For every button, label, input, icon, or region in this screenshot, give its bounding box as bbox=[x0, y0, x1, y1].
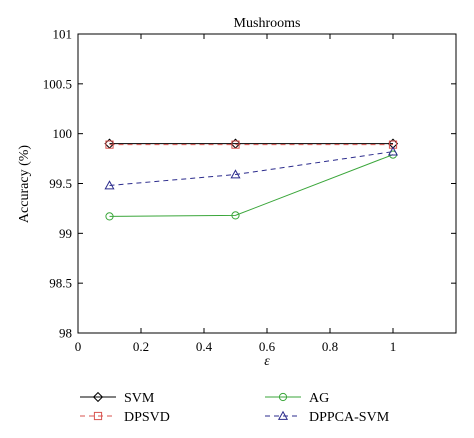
legend-marker bbox=[92, 391, 104, 403]
y-tick-label: 98.5 bbox=[49, 276, 72, 291]
legend-marker bbox=[278, 392, 288, 402]
y-tick-label: 99 bbox=[59, 226, 72, 241]
legend-label: DPPCA-SVM bbox=[309, 410, 390, 425]
y-tick-label: 98 bbox=[59, 326, 72, 341]
series-line-ag bbox=[109, 154, 394, 217]
axis-ticks bbox=[77, 33, 456, 334]
legend-entry-dpsvd: DPSVD bbox=[80, 410, 170, 425]
x-tick-label: 0.8 bbox=[322, 339, 338, 354]
tick-labels: 0 0.2 0.4 0.6 0.8 1 98 98.5 99 99.5 100 100.5 101 bbox=[43, 27, 397, 355]
y-tick-label: 101 bbox=[53, 27, 73, 42]
x-tick-label: 1 bbox=[390, 339, 397, 354]
y-axis-label: Accuracy (%) bbox=[17, 145, 32, 223]
plot-area-frame bbox=[77, 33, 457, 334]
y-tick-label: 100.5 bbox=[43, 76, 72, 91]
data-point-dpsvd bbox=[105, 140, 114, 149]
legend-entry-dppca-svm: DPPCA-SVM bbox=[265, 410, 390, 425]
legend-entry-svm: SVM bbox=[80, 391, 155, 406]
y-tick-label: 99.5 bbox=[49, 176, 72, 191]
x-tick-label: 0.2 bbox=[133, 339, 149, 354]
legend-marker bbox=[277, 410, 289, 420]
legend-label: AG bbox=[309, 391, 329, 406]
x-axis-label: ε bbox=[264, 354, 270, 369]
series-markers bbox=[104, 138, 399, 221]
x-tick-label: 0 bbox=[75, 339, 82, 354]
series-line-dppca-svm bbox=[109, 151, 394, 186]
chart-title: Mushrooms bbox=[234, 16, 301, 31]
data-point-dpsvd bbox=[231, 140, 240, 149]
legend-entry-ag: AG bbox=[265, 391, 329, 406]
x-tick-label: 0.6 bbox=[259, 339, 276, 354]
x-tick-label: 0.4 bbox=[196, 339, 213, 354]
y-tick-label: 100 bbox=[53, 126, 73, 141]
legend-label: DPSVD bbox=[124, 410, 170, 425]
data-point-dppca-svm bbox=[104, 180, 115, 190]
data-point-dppca-svm bbox=[387, 146, 399, 156]
legend-label: SVM bbox=[124, 391, 155, 406]
series-lines bbox=[109, 143, 394, 217]
data-point-dppca-svm bbox=[230, 169, 241, 179]
legend-marker bbox=[93, 411, 103, 421]
legend: SVM DPSVD AG DPPCA-SVM bbox=[80, 391, 390, 425]
data-point-ag bbox=[105, 212, 114, 221]
data-point-ag bbox=[231, 211, 240, 220]
